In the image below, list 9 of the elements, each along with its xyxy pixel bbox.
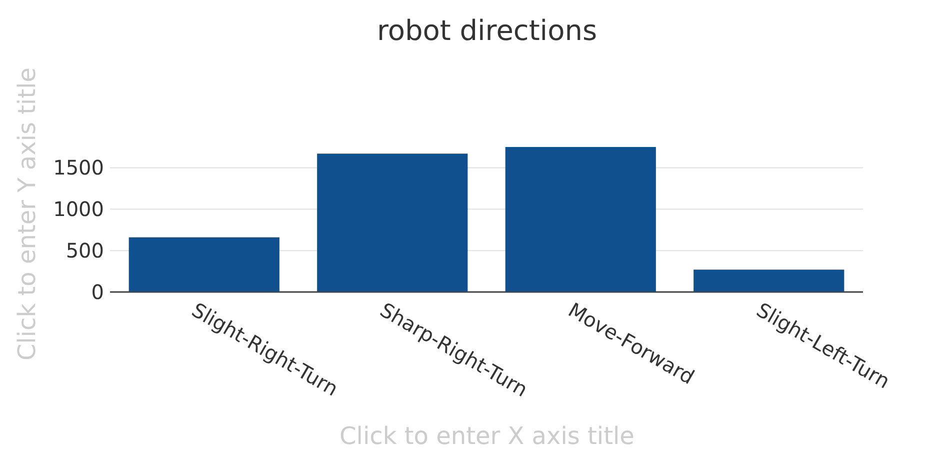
bar: [317, 154, 468, 292]
y-tick-label: 1000: [53, 197, 104, 222]
bar: [505, 147, 656, 292]
chart-title: robot directions: [376, 14, 598, 47]
y-tick-label: 1500: [53, 156, 104, 180]
bar: [128, 237, 280, 292]
y-tick-label: 500: [66, 238, 104, 263]
bar: [694, 270, 844, 292]
y-tick-label: 0: [91, 280, 104, 304]
